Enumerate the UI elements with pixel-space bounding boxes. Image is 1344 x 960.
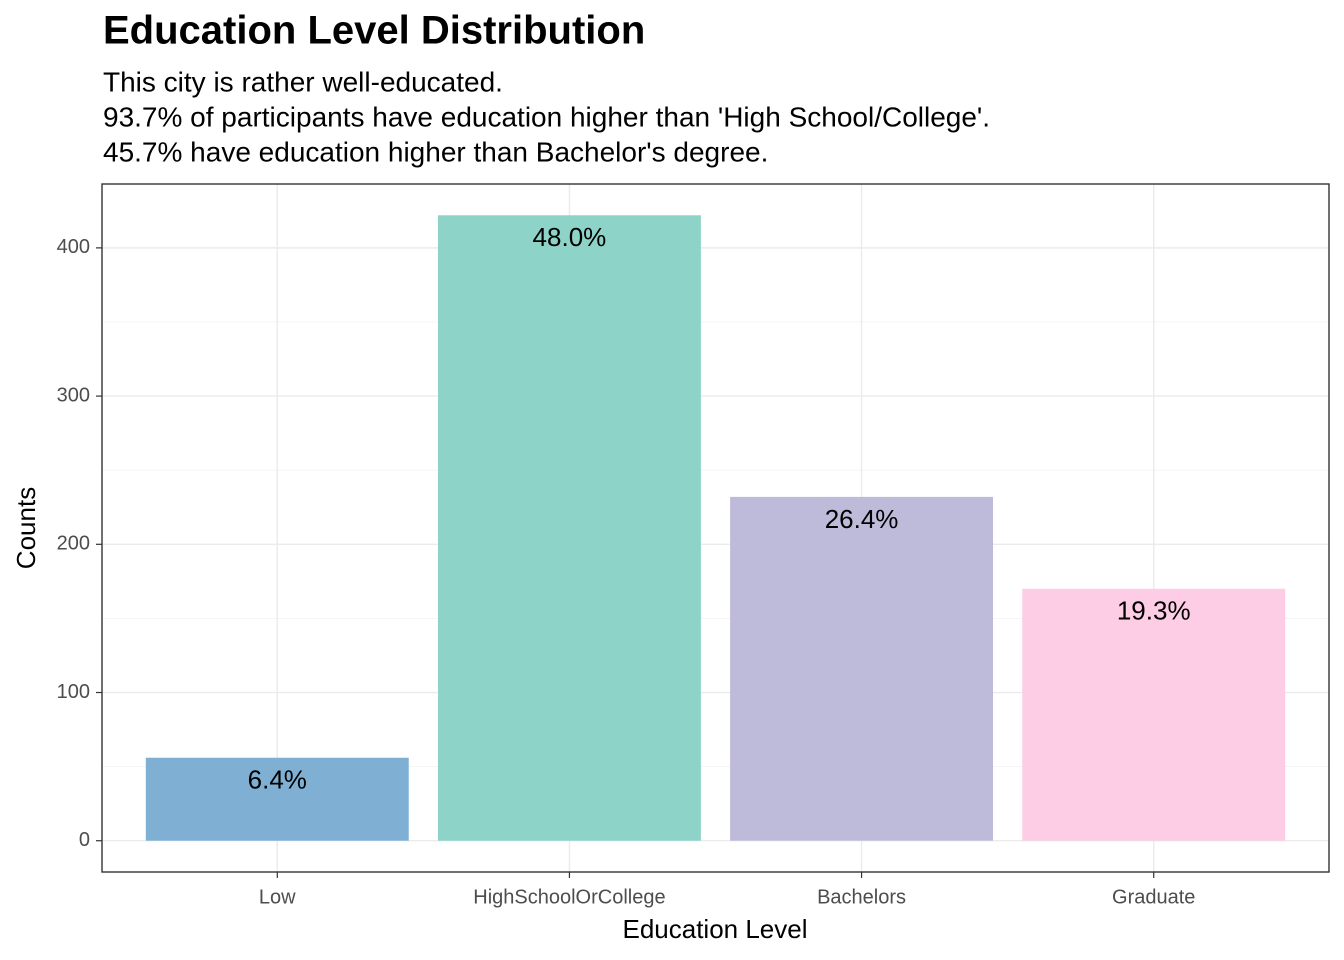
- subtitle: This city is rather well-educated. 93.7% …: [103, 66, 990, 167]
- subtitle-line: This city is rather well-educated.: [103, 66, 503, 97]
- subtitle-line: 93.7% of participants have education hig…: [103, 101, 990, 132]
- x-axis-title: Education Level: [622, 914, 807, 944]
- plot-border: [101, 183, 1330, 873]
- bar-label: 26.4%: [825, 504, 899, 534]
- y-tick-label: 200: [57, 533, 90, 555]
- bar-label: 19.3%: [1117, 596, 1191, 626]
- bar: [437, 215, 701, 841]
- y-tick-label: 300: [57, 384, 90, 406]
- x-tick-label: Low: [259, 886, 296, 908]
- bar-label: 48.0%: [533, 222, 607, 252]
- y-axis-title: Counts: [11, 487, 41, 569]
- x-tick-label: Graduate: [1112, 886, 1195, 908]
- x-tick-label: Bachelors: [817, 886, 906, 908]
- y-tick-label: 400: [57, 236, 90, 258]
- x-tick-label: HighSchoolOrCollege: [473, 886, 665, 908]
- chart-title: Education Level Distribution: [103, 9, 645, 53]
- y-tick-label: 100: [57, 681, 90, 703]
- bar-label: 6.4%: [248, 765, 307, 795]
- bar: [145, 757, 409, 841]
- y-tick-label: 0: [79, 829, 90, 851]
- bar: [1022, 588, 1286, 841]
- bar: [730, 496, 994, 841]
- subtitle-line: 45.7% have education higher than Bachelo…: [103, 136, 768, 167]
